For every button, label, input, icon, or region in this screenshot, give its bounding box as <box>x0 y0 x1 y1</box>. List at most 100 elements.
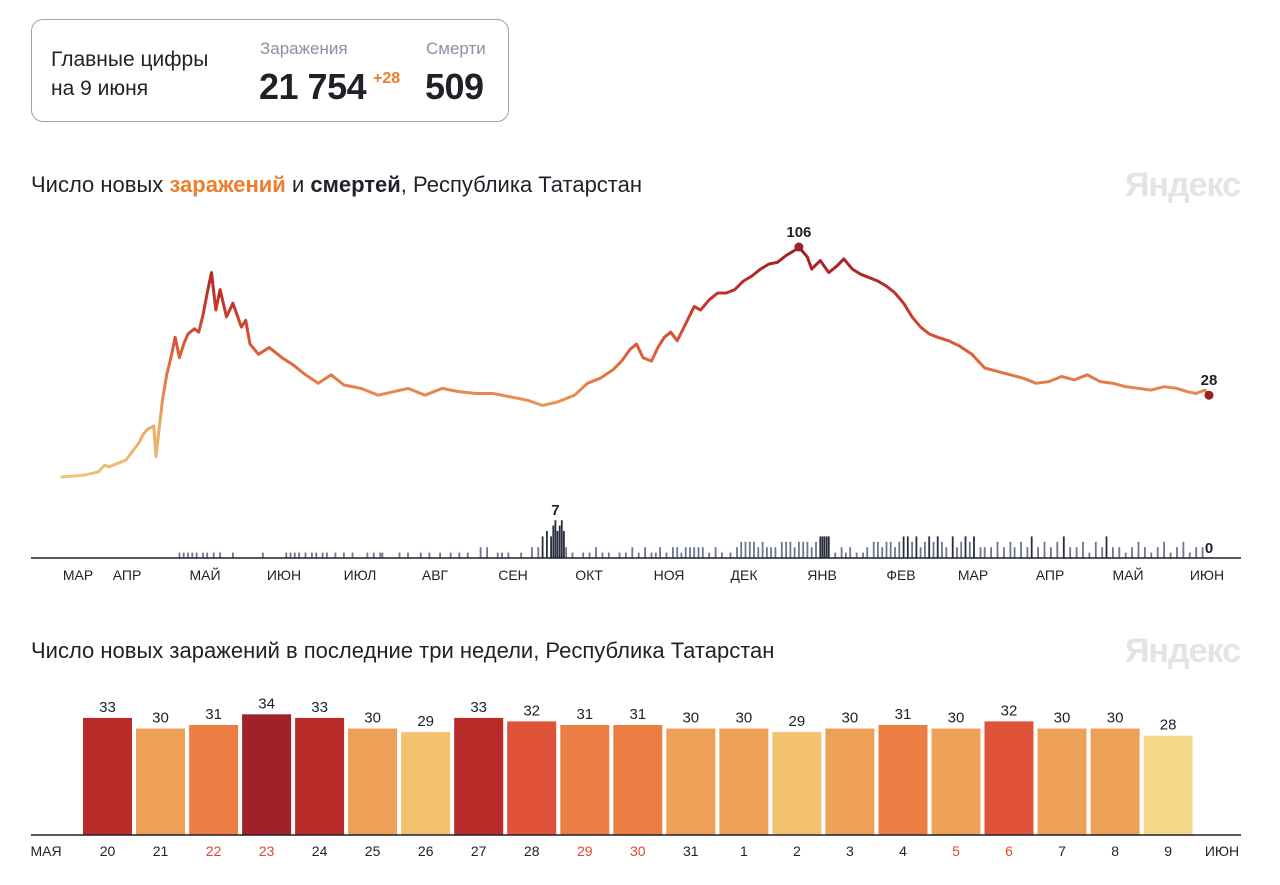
day-tick-label: 1 <box>740 843 748 859</box>
death-bar <box>964 536 967 558</box>
death-bar <box>968 541 971 558</box>
death-bar <box>973 536 975 558</box>
death-bar <box>840 547 843 558</box>
day-tick-label: 7 <box>1058 843 1066 859</box>
day-bar-value: 30 <box>152 710 169 727</box>
month-tick-label: ДЕК <box>731 567 759 583</box>
day-tick-label: 31 <box>683 843 699 859</box>
death-bar <box>1069 547 1072 558</box>
death-bar <box>560 520 563 558</box>
death-bar <box>449 552 452 558</box>
death-bar <box>588 552 591 558</box>
death-bar <box>379 552 382 558</box>
death-bar <box>334 552 337 558</box>
day-tick-label: 23 <box>259 843 275 859</box>
month-tick-label: АПР <box>113 567 142 583</box>
death-bar <box>554 520 557 558</box>
death-bar <box>398 552 401 558</box>
death-bar <box>748 541 751 558</box>
death-bar <box>951 536 954 558</box>
end-month-label: ИЮН <box>1205 843 1239 859</box>
day-bar <box>295 717 345 835</box>
month-tick-label: АВГ <box>422 567 449 583</box>
deaths-last-label: 0 <box>1205 540 1213 557</box>
month-tick-label: МАР <box>63 567 93 583</box>
day-bar-value: 31 <box>629 706 646 723</box>
death-bar <box>701 547 704 558</box>
death-bar <box>906 536 909 558</box>
death-bar <box>178 552 181 558</box>
death-bar <box>571 552 574 558</box>
death-bar <box>819 536 822 558</box>
day-bar <box>719 728 769 835</box>
death-bar <box>311 552 313 558</box>
death-bar <box>924 541 926 558</box>
death-bar <box>757 547 760 558</box>
death-bar <box>546 531 548 558</box>
day-tick-label: 24 <box>312 843 328 859</box>
month-tick-label: АПР <box>1036 567 1065 583</box>
death-bar <box>827 536 830 558</box>
death-bar <box>885 541 888 558</box>
death-bar <box>1043 541 1046 558</box>
death-bar <box>815 541 817 558</box>
death-bar <box>644 547 646 558</box>
month-tick-label: ЯНВ <box>807 567 837 583</box>
death-bar <box>793 547 796 558</box>
death-bar <box>563 531 565 558</box>
death-bar <box>744 541 747 558</box>
death-bar <box>1195 547 1198 558</box>
death-bar <box>889 541 892 558</box>
death-bar <box>439 552 441 558</box>
day-tick-label: 21 <box>153 843 169 859</box>
day-tick-label: 20 <box>100 843 116 859</box>
day-bar-value: 30 <box>1107 710 1124 727</box>
death-bar <box>825 536 828 558</box>
day-bar <box>83 717 132 835</box>
day-bar-value: 30 <box>948 710 965 727</box>
day-bar <box>878 725 928 835</box>
death-bar <box>1188 552 1191 558</box>
death-bar <box>351 552 354 558</box>
death-bar <box>631 547 634 558</box>
day-bar-value: 34 <box>258 695 275 712</box>
infections-deaths-chart: 106 28 7 0 МАР АПР МАЙ ИЮН ИЮЛ АВГ СЕН ОКТ НОЯ ДЕК ЯНВ… <box>31 224 1241 583</box>
day-tick-label: 25 <box>365 843 381 859</box>
death-bar <box>298 552 300 558</box>
death-bar <box>915 536 918 558</box>
death-bar <box>693 547 696 558</box>
month-tick-label: ФЕВ <box>886 567 915 583</box>
death-bar <box>708 552 711 558</box>
day-tick-label: 9 <box>1164 843 1172 859</box>
death-bar <box>1075 547 1078 558</box>
day-bar-value: 30 <box>736 710 753 727</box>
death-bar <box>650 552 653 558</box>
day-bar-value: 32 <box>523 702 540 719</box>
death-bar <box>558 525 561 558</box>
death-bar <box>419 552 422 558</box>
death-bar <box>990 547 992 558</box>
peak-label: 106 <box>786 224 811 241</box>
death-bar <box>1088 552 1091 558</box>
day-bar-value: 30 <box>842 710 859 727</box>
death-bar <box>898 541 901 558</box>
death-bar <box>802 541 805 558</box>
death-bar <box>496 552 499 558</box>
deaths-max-label: 7 <box>551 502 559 519</box>
death-bar <box>1020 541 1022 558</box>
death-bar <box>766 547 768 558</box>
day-bar-value: 28 <box>1160 717 1177 734</box>
chart1-title-deaths: смертей <box>310 172 401 197</box>
death-bar <box>919 547 922 558</box>
death-bar <box>714 547 717 558</box>
day-bar-value: 31 <box>576 706 593 723</box>
death-bar <box>936 536 939 558</box>
day-bar <box>825 728 875 835</box>
death-bar <box>293 552 296 558</box>
day-tick-label: 30 <box>630 843 646 859</box>
start-month-label: МАЯ <box>30 843 61 859</box>
death-bar <box>928 536 931 558</box>
day-tick-label: 22 <box>206 843 222 859</box>
death-bar <box>1124 552 1127 558</box>
death-bar <box>881 547 884 558</box>
